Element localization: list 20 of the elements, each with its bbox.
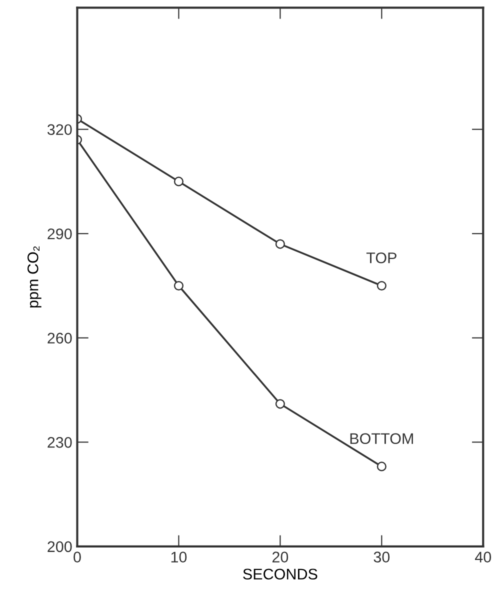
point <box>174 280 184 291</box>
series-label: BOTTOM <box>350 433 413 444</box>
x-tick-label: 30 <box>374 552 390 562</box>
series-label: TOP <box>366 252 396 264</box>
y-tick-label: 290 <box>48 228 72 240</box>
point <box>174 176 184 186</box>
point <box>376 280 386 291</box>
y-tick-label: 200 <box>48 541 72 552</box>
x-tick-label: 20 <box>272 552 288 562</box>
x-tick-label: 40 <box>475 552 492 562</box>
point <box>376 462 386 472</box>
y-tick-label: 260 <box>48 332 72 344</box>
y-tick-label: 320 <box>47 124 72 136</box>
y-tick-label: 230 <box>48 437 72 448</box>
x-axis-title: SECONDS <box>243 568 318 580</box>
y-axis-title: ppm CO₂ <box>28 246 42 308</box>
x-tick-label: 10 <box>171 552 187 562</box>
point <box>275 239 285 249</box>
point <box>275 399 285 409</box>
x-tick-label: 0 <box>74 552 81 562</box>
